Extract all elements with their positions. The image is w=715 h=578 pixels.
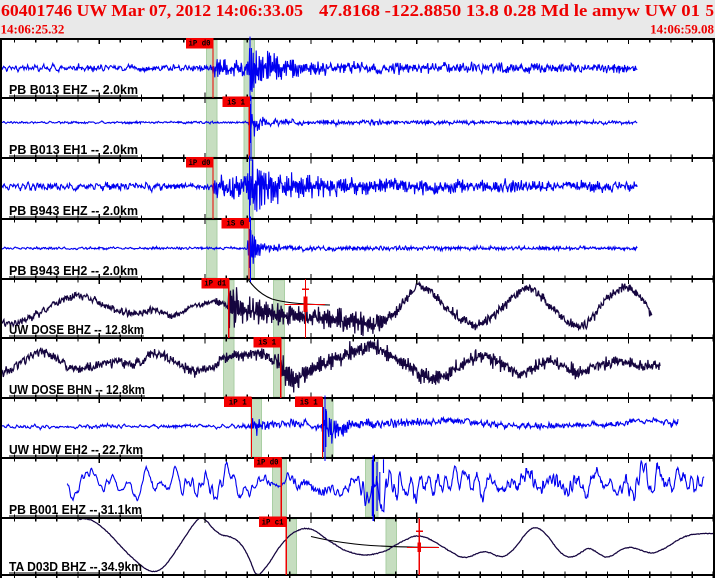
svg-text:14:06:25.32: 14:06:25.32 (1, 22, 65, 37)
svg-text:PB B013 EHZ -- 2.0km: PB B013 EHZ -- 2.0km (9, 83, 138, 97)
svg-text:iS 1: iS 1 (300, 398, 318, 408)
svg-text:PB B943 EH2 -- 2.0km: PB B943 EH2 -- 2.0km (9, 264, 138, 278)
svg-text:14:06:59.08: 14:06:59.08 (650, 22, 714, 37)
svg-text:iP d0: iP d0 (189, 39, 211, 49)
svg-text:60401746 UW Mar 07, 2012 14:06: 60401746 UW Mar 07, 2012 14:06:33.05 (1, 1, 303, 20)
svg-text:PB B013 EH1 -- 2.0km: PB B013 EH1 -- 2.0km (9, 143, 138, 157)
svg-text:iS 0: iS 0 (226, 219, 244, 229)
svg-text:PB B001 EHZ -- 31.1km: PB B001 EHZ -- 31.1km (9, 503, 142, 517)
svg-text:iP 1: iP 1 (229, 398, 247, 408)
svg-text:UW DOSE BHZ -- 12.8km: UW DOSE BHZ -- 12.8km (9, 323, 144, 337)
svg-text:iS 1: iS 1 (258, 338, 276, 348)
svg-text:UW HDW EH2 -- 22.7km: UW HDW EH2 -- 22.7km (9, 443, 143, 457)
svg-text:47.8168 -122.8850 13.8 0.28 Md: 47.8168 -122.8850 13.8 0.28 Md le amyw U… (319, 1, 700, 20)
svg-text:TA D03D BHZ -- 34.9km: TA D03D BHZ -- 34.9km (9, 560, 142, 574)
svg-text:iS 1: iS 1 (227, 98, 245, 108)
svg-text:iP d1: iP d1 (204, 279, 226, 289)
svg-text:UW DOSE BHN -- 12.8km: UW DOSE BHN -- 12.8km (9, 383, 145, 397)
svg-text:PB B943 EHZ -- 2.0km: PB B943 EHZ -- 2.0km (9, 204, 138, 218)
svg-text:iP d0: iP d0 (189, 158, 211, 168)
svg-text:5: 5 (706, 1, 715, 20)
svg-text:iP c1: iP c1 (262, 518, 284, 528)
svg-text:iP d0: iP d0 (257, 458, 279, 468)
